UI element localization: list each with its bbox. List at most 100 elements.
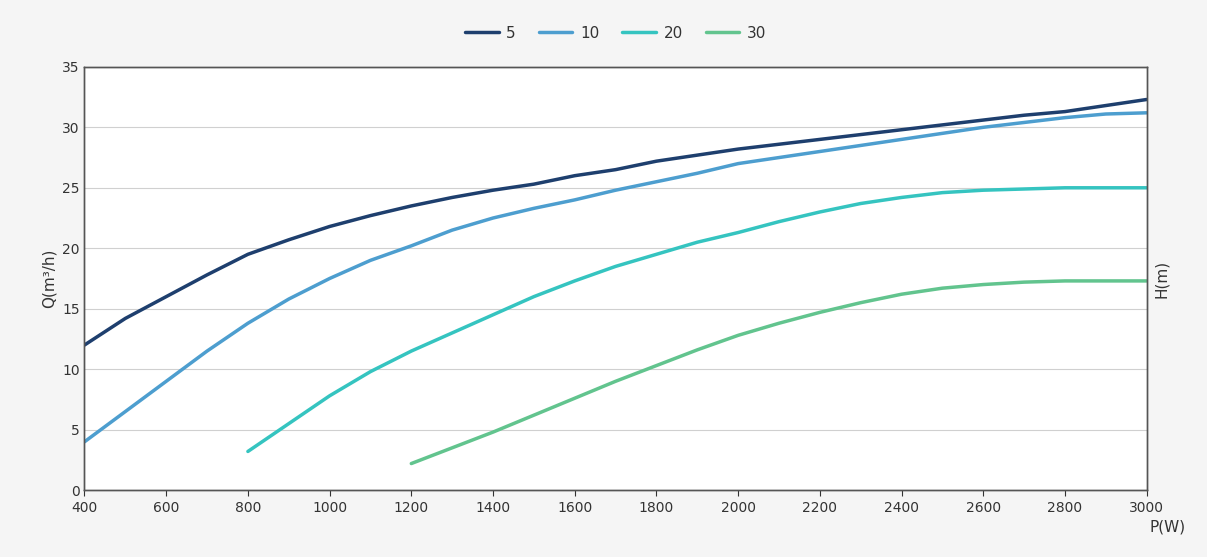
30 <box>608 378 623 385</box>
30 <box>649 362 664 369</box>
30 <box>1139 277 1154 284</box>
10 <box>1098 111 1113 118</box>
5 <box>1016 112 1031 119</box>
20 <box>281 421 296 427</box>
20 <box>731 229 746 236</box>
30 <box>567 395 582 402</box>
30 <box>690 346 705 353</box>
20 <box>649 251 664 258</box>
5 <box>690 152 705 159</box>
30 <box>853 299 868 306</box>
5 <box>731 146 746 153</box>
5 <box>567 172 582 179</box>
10 <box>526 205 541 212</box>
10 <box>1057 114 1072 121</box>
20 <box>690 239 705 246</box>
Line: 20: 20 <box>247 188 1147 452</box>
5 <box>894 126 909 133</box>
10 <box>322 275 337 282</box>
10 <box>608 187 623 193</box>
5 <box>812 136 827 143</box>
30 <box>935 285 950 291</box>
10 <box>363 257 378 263</box>
Y-axis label: Q(m³/h): Q(m³/h) <box>41 249 57 308</box>
Line: 5: 5 <box>84 100 1147 345</box>
Legend: 5, 10, 20, 30: 5, 10, 20, 30 <box>459 19 772 47</box>
5 <box>649 158 664 164</box>
30 <box>404 460 419 467</box>
20 <box>485 311 500 318</box>
20 <box>567 277 582 284</box>
10 <box>567 197 582 203</box>
10 <box>118 408 133 415</box>
30 <box>771 320 786 326</box>
10 <box>159 378 174 385</box>
10 <box>445 227 460 233</box>
5 <box>445 194 460 201</box>
20 <box>894 194 909 201</box>
20 <box>445 330 460 336</box>
Line: 10: 10 <box>84 113 1147 442</box>
20 <box>812 209 827 216</box>
20 <box>1057 184 1072 191</box>
5 <box>853 131 868 138</box>
10 <box>200 348 215 354</box>
5 <box>200 271 215 278</box>
20 <box>1098 184 1113 191</box>
5 <box>608 167 623 173</box>
X-axis label: P(W): P(W) <box>1150 520 1186 535</box>
10 <box>731 160 746 167</box>
5 <box>363 212 378 219</box>
20 <box>363 368 378 375</box>
10 <box>404 242 419 249</box>
20 <box>853 200 868 207</box>
20 <box>608 263 623 270</box>
10 <box>690 170 705 177</box>
20 <box>404 348 419 354</box>
20 <box>1139 184 1154 191</box>
5 <box>526 181 541 188</box>
Y-axis label: H(m): H(m) <box>1154 260 1168 297</box>
5 <box>1098 102 1113 109</box>
30 <box>526 412 541 418</box>
5 <box>77 341 92 348</box>
20 <box>976 187 991 193</box>
20 <box>526 294 541 300</box>
20 <box>1016 185 1031 192</box>
30 <box>1057 277 1072 284</box>
10 <box>812 148 827 155</box>
30 <box>1098 277 1113 284</box>
5 <box>404 203 419 209</box>
5 <box>1057 108 1072 115</box>
5 <box>771 141 786 148</box>
10 <box>976 124 991 131</box>
10 <box>240 320 255 326</box>
5 <box>1139 96 1154 103</box>
Line: 30: 30 <box>412 281 1147 463</box>
5 <box>159 294 174 300</box>
5 <box>485 187 500 193</box>
10 <box>281 296 296 302</box>
30 <box>976 281 991 288</box>
30 <box>731 332 746 339</box>
5 <box>935 121 950 128</box>
10 <box>77 438 92 445</box>
10 <box>1139 110 1154 116</box>
30 <box>812 309 827 316</box>
20 <box>240 448 255 455</box>
5 <box>322 223 337 230</box>
10 <box>853 142 868 149</box>
10 <box>894 136 909 143</box>
10 <box>1016 119 1031 126</box>
10 <box>935 130 950 136</box>
5 <box>281 237 296 243</box>
30 <box>1016 279 1031 286</box>
20 <box>771 218 786 225</box>
30 <box>485 429 500 436</box>
20 <box>322 393 337 399</box>
10 <box>771 154 786 161</box>
5 <box>976 117 991 124</box>
10 <box>485 214 500 221</box>
20 <box>935 189 950 196</box>
5 <box>118 315 133 322</box>
